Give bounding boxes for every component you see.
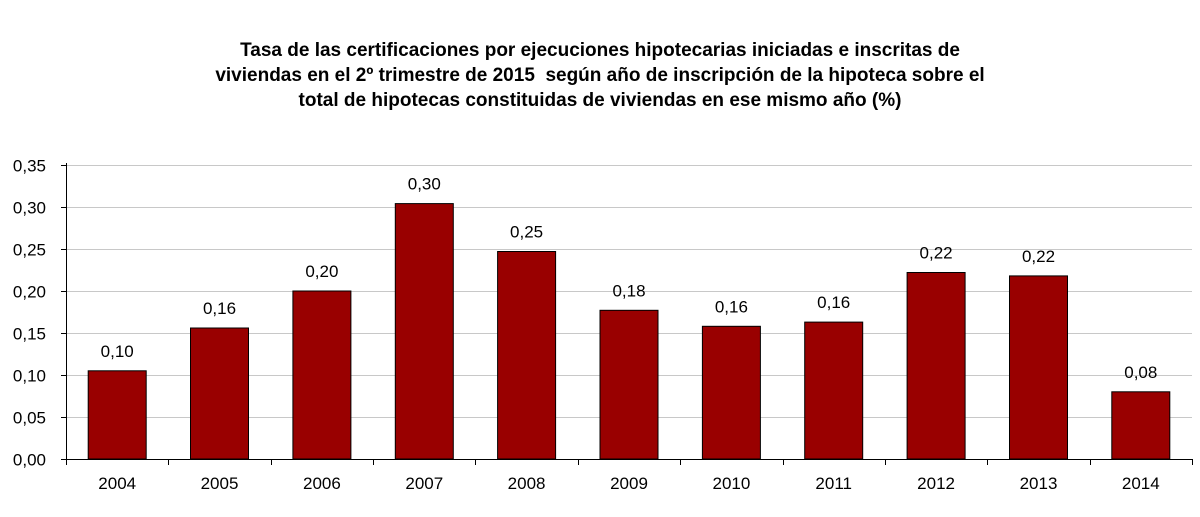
bar-2004 — [87, 370, 147, 460]
data-label-2007: 0,30 — [408, 175, 441, 194]
axes — [61, 163, 1193, 465]
y-tick-label-5: 0,25 — [13, 241, 46, 260]
x-tick-label-2006: 2006 — [303, 474, 341, 493]
bar-2012 — [906, 272, 966, 460]
x-tick-label-2005: 2005 — [201, 474, 239, 493]
data-label-2010: 0,16 — [715, 297, 748, 316]
bar-2013 — [1009, 275, 1068, 460]
data-label-2014: 0,08 — [1124, 363, 1157, 382]
data-label-2012: 0,22 — [920, 244, 953, 263]
y-tick-label-3: 0,15 — [13, 325, 46, 344]
bar-2008 — [497, 251, 557, 460]
bar-2010 — [701, 325, 761, 460]
bar-2006 — [292, 290, 352, 460]
data-label-2013: 0,22 — [1022, 247, 1055, 266]
y-tick-label-6: 0,30 — [13, 199, 46, 218]
chart-title-line-2: viviendas en el 2º trimestre de 2015 seg… — [215, 65, 985, 86]
x-tick-label-2014: 2014 — [1122, 474, 1160, 493]
chart-title-line-3: total de hipotecas constituidas de vivie… — [298, 90, 902, 111]
chart-title: Tasa de las certificaciones por ejecucio… — [0, 38, 1200, 113]
x-tick-label-2008: 2008 — [508, 474, 546, 493]
x-tick-label-2009: 2009 — [610, 474, 648, 493]
labels: 0,00 0,05 0,10 0,15 0,20 0,25 0,30 0,35 0,10 2004… — [13, 157, 1160, 494]
data-label-2006: 0,20 — [305, 262, 338, 281]
bar-2007 — [394, 203, 454, 460]
y-tick-label-7: 0,35 — [13, 157, 46, 176]
y-tick-label-0: 0,00 — [13, 451, 46, 470]
bar-2009 — [599, 309, 659, 460]
y-tick-label-2: 0,10 — [13, 367, 46, 386]
x-tick-label-2010: 2010 — [712, 474, 750, 493]
x-tick-label-2011: 2011 — [815, 474, 852, 493]
x-tick-label-2007: 2007 — [405, 474, 443, 493]
data-label-2008: 0,25 — [510, 223, 543, 242]
bar-2014 — [1111, 391, 1171, 460]
bar-2011 — [804, 321, 864, 460]
y-tick-label-4: 0,20 — [13, 283, 46, 302]
grid-lines — [66, 165, 1192, 418]
x-tick-label-2004: 2004 — [98, 474, 136, 493]
data-label-2009: 0,18 — [612, 281, 645, 300]
x-tick-label-2012: 2012 — [917, 474, 955, 493]
data-label-2005: 0,16 — [203, 299, 236, 318]
y-tick-label-1: 0,05 — [13, 409, 46, 428]
x-tick-label-2013: 2013 — [1020, 474, 1058, 493]
bars — [87, 203, 1171, 460]
data-label-2011: 0,16 — [817, 293, 850, 312]
data-label-2004: 0,10 — [101, 342, 134, 361]
bar-2005 — [190, 327, 249, 460]
chart-title-line-1: Tasa de las certificaciones por ejecucio… — [240, 40, 960, 61]
